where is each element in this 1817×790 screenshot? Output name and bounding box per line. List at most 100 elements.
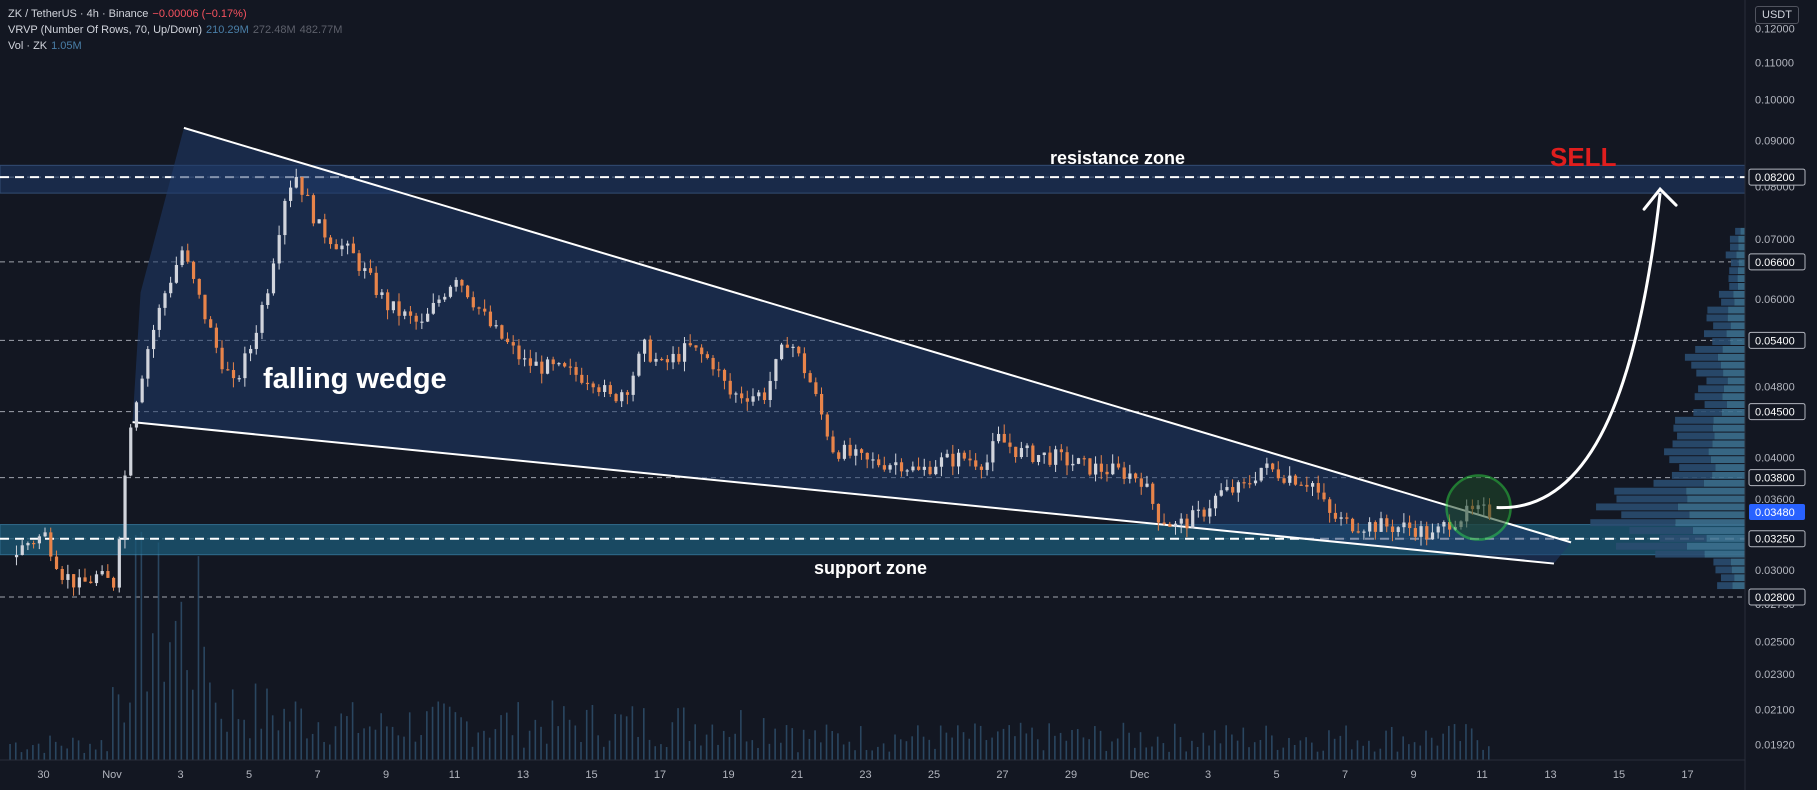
volume-bar <box>705 734 708 760</box>
volume-bar <box>557 726 559 760</box>
candle-body <box>231 370 236 379</box>
volume-bar <box>677 708 679 760</box>
volume-bar <box>551 700 554 760</box>
volume-profile-row <box>1720 574 1735 582</box>
candle-body <box>397 301 401 316</box>
volume-bar <box>1019 722 1022 760</box>
volume-bar <box>1248 747 1250 760</box>
time-tick-label: 23 <box>859 769 871 781</box>
volume-bar <box>14 742 17 760</box>
volume-bar <box>1134 747 1136 760</box>
volume-bar <box>671 722 674 760</box>
candle-body <box>979 466 984 470</box>
volume-profile-row <box>1738 259 1745 267</box>
price-tick-label: 0.11000 <box>1755 57 1794 69</box>
candle-body <box>134 402 139 428</box>
volume-bar <box>934 748 936 760</box>
volume-profile-row <box>1704 550 1745 558</box>
volume-bar <box>871 750 873 760</box>
volume-bar <box>226 731 228 760</box>
candle-body <box>837 452 841 459</box>
volume-bar <box>180 601 183 760</box>
price-tick-label: 0.02300 <box>1755 669 1795 681</box>
wedge-lower-trendline <box>132 421 1555 565</box>
candle-body <box>1408 522 1412 529</box>
vrvp-label[interactable]: VRVP (Number Of Rows, 70, Up/Down) <box>8 24 202 36</box>
volume-bar <box>460 717 462 760</box>
candle-body <box>511 342 515 346</box>
volume-bar <box>306 738 308 760</box>
candle-body <box>1002 433 1006 443</box>
axis-currency-button[interactable]: USDT <box>1755 6 1799 24</box>
volume-bar <box>911 736 913 760</box>
candle-body <box>797 346 801 354</box>
candle-body <box>711 357 715 370</box>
candle-body <box>140 378 144 403</box>
candle-body <box>1345 517 1349 519</box>
wedge-fill <box>132 127 1572 564</box>
volume-label[interactable]: Vol · ZK <box>8 40 48 52</box>
volume-bar <box>283 708 285 760</box>
volume-bar <box>466 721 468 760</box>
volume-bar <box>1122 722 1125 760</box>
volume-bar <box>1071 729 1073 760</box>
volume-bar <box>1202 732 1205 760</box>
candle-body <box>477 307 481 309</box>
price-level-badge-label: 0.08200 <box>1755 172 1795 184</box>
time-tick-label: 5 <box>246 769 252 781</box>
volume-bar <box>146 691 148 760</box>
candle-body <box>700 347 704 355</box>
candle-body <box>597 387 601 392</box>
volume-profile-row <box>1686 487 1745 495</box>
candle-body <box>1134 473 1138 479</box>
candle-body <box>1202 509 1206 517</box>
candle-body <box>1322 492 1326 500</box>
symbol-row: ZK / TetherUS · 4h · Binance −0.00006 (−0… <box>8 6 342 22</box>
candle-body <box>717 369 721 371</box>
volume-bar <box>854 750 856 760</box>
candle-body <box>1362 531 1366 533</box>
price-level-badge-label: 0.04500 <box>1755 407 1795 419</box>
candle-body <box>780 344 784 360</box>
volume-bar <box>169 642 171 760</box>
volume-profile-row <box>1718 290 1734 298</box>
volume-bar <box>157 542 160 760</box>
volume-profile-row <box>1734 574 1745 582</box>
volume-profile-row <box>1693 408 1722 416</box>
candle-body <box>637 353 641 376</box>
candle-body <box>1253 480 1258 484</box>
volume-bar <box>1025 733 1028 760</box>
volume-bar <box>266 688 268 760</box>
volume-bar <box>488 737 491 760</box>
candle-body <box>677 353 681 362</box>
candle-body <box>500 325 504 339</box>
volume-bar <box>26 749 28 760</box>
volume-bar <box>220 718 223 760</box>
current-price-badge <box>1749 504 1805 521</box>
candle-body <box>1076 458 1081 464</box>
candle-body <box>774 359 778 381</box>
volume-bar <box>174 620 177 760</box>
volume-bar <box>1031 727 1033 760</box>
volume-bar <box>700 745 702 760</box>
volume-profile-row <box>1629 527 1693 534</box>
volume-profile-row <box>1706 377 1728 385</box>
candle-body <box>728 380 732 395</box>
volume-bar <box>1105 750 1108 760</box>
symbol-label[interactable]: ZK / TetherUS · 4h · Binance <box>8 8 149 20</box>
candle-body <box>386 292 390 311</box>
volume-bar <box>1413 742 1416 760</box>
volume-profile-row <box>1596 503 1678 511</box>
candle-body <box>648 339 652 362</box>
volume-bar <box>540 726 542 760</box>
volume-bar <box>1299 740 1302 760</box>
candle-body <box>1236 482 1240 493</box>
volume-profile-row <box>1721 298 1735 306</box>
candle-body <box>1356 531 1360 533</box>
candle-body <box>426 313 430 322</box>
volume-bar <box>123 722 126 760</box>
candle-body <box>1402 522 1406 528</box>
price-level-badge <box>1748 530 1806 548</box>
volume-profile-row <box>1675 416 1714 424</box>
